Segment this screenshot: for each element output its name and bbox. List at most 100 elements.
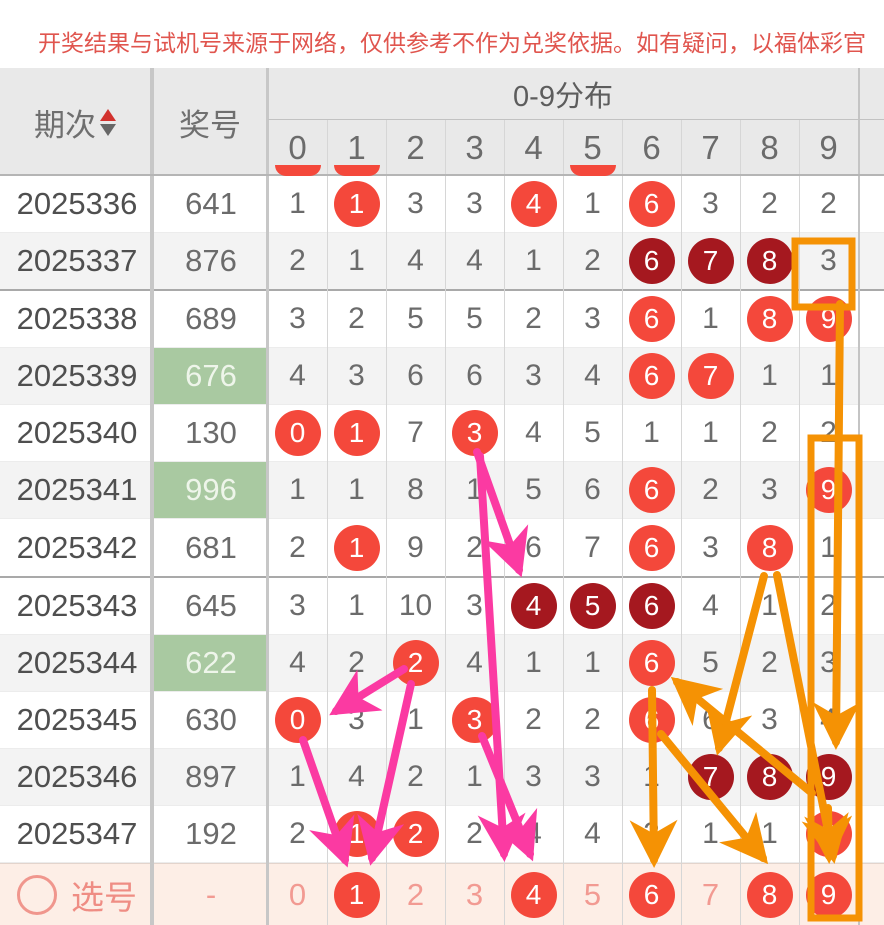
grid-vline [327,119,328,925]
select-cell-2[interactable]: 2 [406,876,425,912]
dist-cell-7: 7 [681,348,740,404]
dist-cell-5: 5 [702,645,719,679]
red-ball: 6 [628,871,675,918]
dist-cell-4: 4 [504,578,563,634]
dark-ball: 6 [628,238,675,285]
period-cell: 2025342 [16,529,138,565]
dist-cell-1: 1 [348,473,365,507]
prize-number: 630 [185,701,237,737]
red-ball: 8 [746,296,793,343]
partial-red-ball [333,165,380,176]
dist-cell-2: 2 [820,187,837,221]
red-ball: 3 [451,410,498,457]
select-cell-4[interactable]: 4 [504,864,563,925]
prize-number: 130 [185,415,237,451]
dist-cell-3: 3 [820,645,837,679]
period-cell: 2025340 [16,415,138,451]
dist-cell-7: 7 [681,233,740,289]
grid-vline [740,119,741,925]
digit-header-9: 9 [819,128,838,166]
dist-cell-3: 3 [761,702,778,736]
select-cell-3[interactable]: 3 [465,876,484,912]
select-cell-0[interactable]: 0 [288,876,307,912]
dist-cell-3: 3 [584,759,601,793]
prize-number-cell: 130 [154,405,268,461]
red-ball: 8 [746,871,793,918]
column-header-distribution: 0-9分布 [513,80,613,113]
digit-column-headers: 0 1 2 3 4 5 6 7 8 9 [268,119,858,176]
grid-vline [266,68,269,925]
digit-header-0: 0 [288,128,307,166]
table-row: 2025343 645 3 1 10 3 4 5 6 4 1 2 [0,577,884,635]
period-cell: 2025347 [16,815,138,851]
red-ball: 1 [333,181,380,228]
sort-icon [100,108,116,136]
grid-vline [858,68,860,925]
dist-cell-1: 1 [643,416,660,450]
table-row: 2025342 681 2 1 9 2 6 7 6 3 8 1 [0,519,884,578]
dist-cell-3: 3 [466,187,483,221]
grid-vline [150,68,154,925]
table-row: 2025347 192 2 1 2 2 4 4 2 1 1 9 [0,805,884,863]
table-row: 2025340 130 0 1 7 3 4 5 1 1 2 2 [0,405,884,463]
dist-cell-2: 2 [702,473,719,507]
sort-up-icon [100,108,116,121]
dist-cell-6: 6 [584,473,601,507]
dist-cell-1: 1 [761,588,778,622]
dist-cell-4: 4 [504,176,563,232]
grid-hline [268,119,884,120]
trend-table-body: 2025336 641 1 1 3 3 4 1 6 3 2 2 2025337 876 2 1 4 4 1 2 6 7 8 3… [0,176,884,863]
dist-cell-9: 9 [799,749,858,805]
grid-vline [799,119,800,925]
red-ball: 4 [510,181,557,228]
dist-cell-9: 9 [799,806,858,862]
select-cell-7[interactable]: 7 [701,876,720,912]
dist-cell-6: 6 [466,359,483,393]
grid-vline [445,119,446,925]
digit-header-7: 7 [701,128,720,166]
select-cell-5[interactable]: 5 [583,876,602,912]
dist-cell-7: 7 [584,530,601,564]
prize-number: 645 [185,587,237,623]
select-cell-8[interactable]: 8 [740,864,799,925]
dist-cell-6: 6 [622,692,681,748]
dist-cell-1: 1 [761,816,778,850]
dist-cell-3: 3 [289,302,306,336]
dist-cell-4: 4 [348,759,365,793]
dist-cell-2: 2 [407,759,424,793]
dist-cell-4: 4 [525,816,542,850]
dist-cell-3: 3 [525,359,542,393]
column-header-period-sort[interactable]: 期次 [0,68,150,176]
period-cell: 2025339 [16,358,138,394]
prize-number-highlighted: 622 [154,634,268,691]
red-ball: 2 [392,639,439,686]
digit-header-3: 3 [465,128,484,166]
red-ball: 6 [628,296,675,343]
period-cell: 2025338 [16,301,138,337]
dist-cell-6: 6 [622,233,681,289]
dist-cell-2: 2 [761,187,778,221]
select-circle-icon[interactable] [17,874,57,915]
dist-cell-2: 2 [289,530,306,564]
red-ball: 9 [805,467,852,514]
dist-cell-9: 9 [799,291,858,347]
select-cell-1[interactable]: 1 [327,864,386,925]
dist-cell-4: 4 [584,816,601,850]
prize-number-highlighted: 676 [154,348,268,405]
dist-cell-6: 6 [525,530,542,564]
dist-cell-2: 2 [525,702,542,736]
dist-cell-1: 1 [584,645,601,679]
dist-cell-3: 3 [348,702,365,736]
select-cell-9[interactable]: 9 [799,864,858,925]
select-cell-6[interactable]: 6 [622,864,681,925]
red-ball: 6 [628,353,675,400]
table-row: 2025336 641 1 1 3 3 4 1 6 3 2 2 [0,176,884,234]
dist-cell-1: 1 [702,416,719,450]
dist-cell-0: 0 [268,692,327,748]
dist-cell-5: 5 [466,302,483,336]
red-ball: 6 [628,467,675,514]
dark-ball: 6 [628,582,675,629]
number-select-row: 选号 - 0 1 2 3 4 5 6 7 8 9 [0,863,884,925]
dist-cell-3: 3 [466,588,483,622]
dist-cell-5: 5 [407,302,424,336]
